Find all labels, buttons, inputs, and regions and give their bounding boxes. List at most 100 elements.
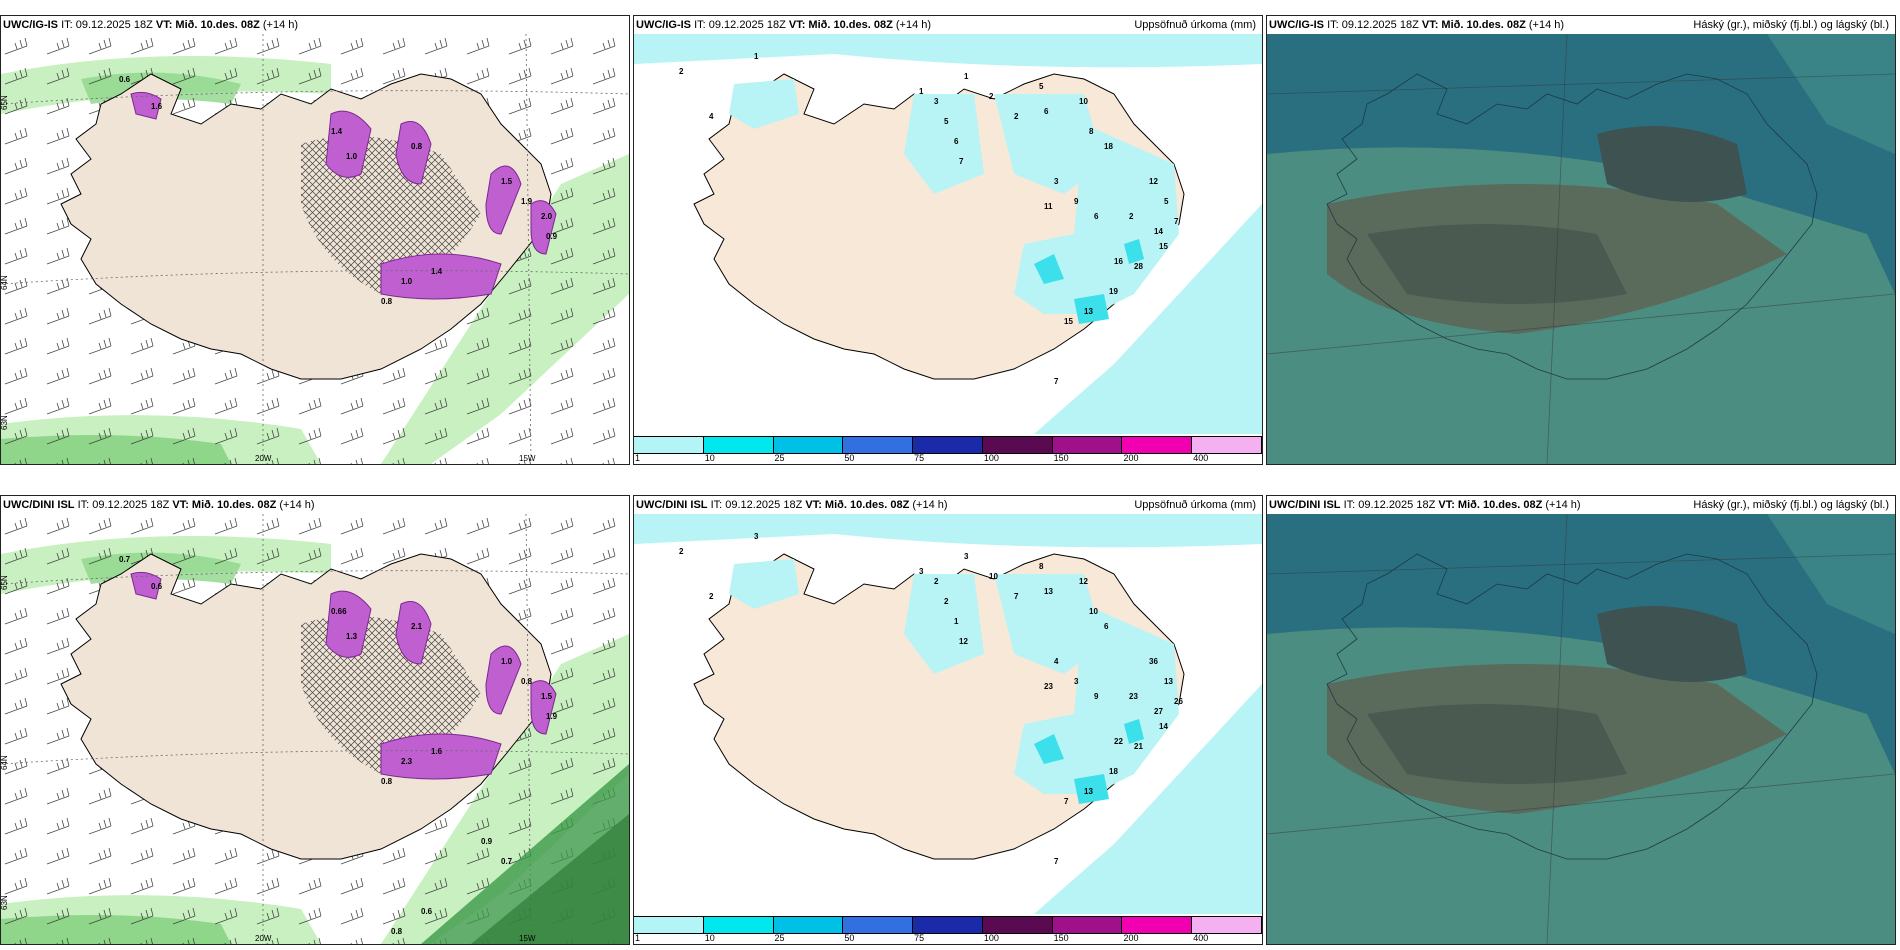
map-value: 1.5	[501, 177, 513, 186]
legend-tick: 25	[774, 453, 785, 463]
map-value: 0.8	[381, 777, 393, 786]
map-value: 14	[1159, 722, 1168, 731]
panel-title: UWC/DINI ISL IT: 09.12.2025 18Z VT: Mið.…	[1, 496, 629, 514]
legend-swatch	[703, 437, 774, 453]
panel-igis-cloud: UWC/IG-IS IT: 09.12.2025 18Z VT: Mið. 10…	[1266, 15, 1896, 465]
map-value: 19	[1109, 287, 1118, 296]
snow-labels: 0.7 0.6 0.66 1.3 2.1 1.0 0.8 1.5 1.6 2.3 1.9 0.8 0.9…	[119, 555, 558, 936]
map-value: 14	[1154, 227, 1163, 236]
map-value: 1.5	[541, 692, 553, 701]
map-value: 27	[1154, 707, 1163, 716]
map-value: 3	[754, 532, 759, 541]
map-cloud	[1267, 514, 1895, 944]
panel-title: UWC/IG-IS IT: 09.12.2025 18Z VT: Mið. 10…	[1267, 16, 1895, 34]
map-value: 10	[1089, 607, 1098, 616]
legend-swatch	[773, 437, 844, 453]
map-wind-snow: 0.6 1.6 1.4 1.0 0.8 1.5 1.9 2.0 1.4 1.0 0.9 0.8 65N…	[1, 34, 629, 464]
legend-tick: 10	[704, 933, 715, 943]
map-value: 3	[919, 567, 924, 576]
map-value: 7	[959, 157, 964, 166]
map-value: 0.8	[521, 677, 533, 686]
legend-swatch	[703, 917, 774, 933]
map-value: 2	[944, 597, 949, 606]
legend-swatch	[913, 917, 983, 933]
map-value: 7	[1054, 377, 1059, 386]
panel-title: UWC/DINI ISL IT: 09.12.2025 18Z VT: Mið.…	[1267, 496, 1895, 514]
map-value: 3	[1054, 177, 1059, 186]
map-value: 0.6	[119, 75, 131, 84]
legend-tick: 400	[1193, 933, 1209, 943]
map-value: 1	[754, 52, 759, 61]
lon-label: 20W	[255, 454, 272, 463]
lat-label: 65N	[1, 95, 9, 110]
legend-swatch	[1122, 917, 1193, 933]
legend-swatch	[1052, 917, 1123, 933]
precip-legend: 1 10 25 50 75 100 150 200 400	[634, 916, 1263, 944]
map-value: 7	[1054, 857, 1059, 866]
map-precip: 2 1 1 1 4 3 5 6 7 2 2 5 6 10 8 18 3 9 6 11 2 12 5 7 15 16 28 14 19 13…	[634, 34, 1262, 464]
map-value: 2	[989, 92, 994, 101]
legend-swatch	[982, 437, 1053, 453]
map-value: 9	[1094, 692, 1099, 701]
map-value: 2.1	[411, 622, 423, 631]
snow-labels: 0.6 1.6 1.4 1.0 0.8 1.5 1.9 2.0 1.4 1.0 0.9 0.8	[119, 75, 558, 306]
legend-tick: 400	[1193, 453, 1209, 463]
map-value: 0.7	[119, 555, 131, 564]
map-value: 3	[1074, 677, 1079, 686]
map-value: 7	[1014, 592, 1019, 601]
map-value: 4	[709, 112, 714, 121]
map-value: 8	[1089, 127, 1094, 136]
legend-tick: 1	[635, 453, 641, 463]
map-value: 13	[1164, 677, 1173, 686]
map-value: 4	[1054, 657, 1059, 666]
map-value: 8	[1039, 562, 1044, 571]
legend-swatch	[1122, 437, 1193, 453]
map-value: 1.4	[431, 267, 443, 276]
map-wind-snow: 0.7 0.6 0.66 1.3 2.1 1.0 0.8 1.5 1.6 2.3 1.9 0.8 0.9…	[1, 514, 629, 944]
map-value: 2	[1014, 112, 1019, 121]
panel-dini-cloud: UWC/DINI ISL IT: 09.12.2025 18Z VT: Mið.…	[1266, 495, 1896, 945]
legend-tick: 150	[1053, 453, 1069, 463]
map-value: 1.4	[331, 127, 343, 136]
legend-swatches	[634, 436, 1263, 454]
map-value: 5	[1164, 197, 1169, 206]
legend-tick: 25	[774, 933, 785, 943]
map-value: 6	[1094, 212, 1099, 221]
lat-label: 65N	[1, 575, 9, 590]
map-value: 10	[989, 572, 998, 581]
map-value: 5	[944, 117, 949, 126]
legend-swatch	[982, 917, 1053, 933]
wind-map-svg: 0.7 0.6 0.66 1.3 2.1 1.0 0.8 1.5 1.6 2.3 1.9 0.8 0.9…	[1, 514, 629, 944]
precip-map-svg: 2333222112107813121064392323361326142221…	[634, 514, 1262, 944]
map-value: 10	[1079, 97, 1088, 106]
map-value: 23	[1044, 682, 1053, 691]
map-value: 0.6	[421, 907, 433, 916]
legend-tick: 100	[983, 933, 999, 943]
legend-tick: 50	[844, 453, 855, 463]
legend-swatch	[913, 437, 983, 453]
lat-label: 63N	[1, 415, 9, 430]
map-value: 0.8	[381, 297, 393, 306]
legend-tick: 150	[1053, 933, 1069, 943]
lon-label: 20W	[255, 934, 272, 943]
map-value: 13	[1084, 307, 1093, 316]
legend-swatch	[1192, 917, 1263, 933]
map-value: 1	[954, 617, 959, 626]
map-value: 0.8	[391, 927, 403, 936]
legend-swatch	[1192, 437, 1263, 453]
lat-label: 64N	[1, 275, 9, 290]
map-value: 23	[1129, 692, 1138, 701]
map-value: 1.9	[521, 197, 533, 206]
map-value: 9	[1074, 197, 1079, 206]
panel-dini-wind: UWC/DINI ISL IT: 09.12.2025 18Z VT: Mið.…	[0, 495, 630, 945]
map-value: 12	[959, 637, 968, 646]
legend-tick: 75	[914, 933, 925, 943]
lon-label: 15W	[519, 454, 536, 463]
map-value: 2	[679, 67, 684, 76]
map-value: 15	[1064, 317, 1073, 326]
map-value: 2	[1129, 212, 1134, 221]
map-value: 3	[934, 97, 939, 106]
map-value: 1	[919, 87, 924, 96]
legend-swatch	[634, 437, 704, 453]
map-value: 1.6	[151, 102, 163, 111]
